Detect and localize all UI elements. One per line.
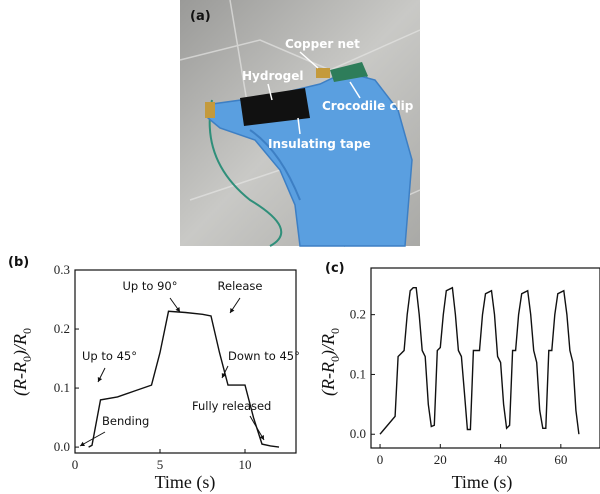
panel-label: (b) [8,255,29,270]
arrow-head [80,441,85,446]
photo-label: Crocodile clip [322,99,414,113]
clip [205,102,215,118]
photo-label: Hydrogel [242,69,303,83]
x-tick-label: 60 [554,452,567,467]
plot-frame [370,267,600,449]
y-axis-title-part: 0 [328,356,342,362]
annotation-arrow [79,431,106,447]
panel-label: (a) [190,9,211,24]
arrow-head [221,373,227,378]
annotation: Bending [102,414,149,428]
x-axis-title: Time (s) [452,472,513,493]
y-tick-label: 0.2 [350,307,366,322]
arrow-head [175,307,180,312]
x-tick-label: 0 [377,452,384,467]
y-axis-title: (R-R0)/R0 [318,328,342,396]
data-line [88,310,280,448]
y-axis-title-part: )/R [10,334,31,357]
arrow [267,83,273,101]
arrow-head [97,377,103,382]
y-axis-title-part: 0 [328,328,342,334]
y-tick-label: 0.2 [54,321,70,336]
photo: (a) Copper net Hydrogel Crocodile clip I… [179,0,421,247]
y-axis-title: (R-R0)/R0 [10,328,34,396]
annotation: Release [218,279,263,293]
tape [240,88,310,126]
copper-net [316,68,330,78]
photo-label: Copper net [285,37,360,51]
x-tick-label: 10 [239,457,252,472]
annotation: Up to 90° [123,279,178,293]
y-axis-title-part: (R-R [318,362,339,396]
x-tick-label: 40 [494,452,507,467]
arrow [349,81,361,99]
photo-label: Insulating tape [268,137,371,151]
crocodile-clip [330,62,368,82]
annotation: Fully released [192,399,271,413]
y-tick-label: 0.3 [54,262,70,277]
plot-frame [74,269,297,454]
arrow [297,117,301,135]
y-tick-label: 0.1 [54,380,70,395]
glove-fold [249,129,301,201]
data-line [379,286,580,435]
arrow [299,51,319,69]
wire [208,99,283,247]
y-axis-title-part: (R-R [10,362,31,396]
x-tick-label: 20 [434,452,447,467]
arrow-head [230,308,235,313]
x-axis-title: Time (s) [155,472,216,493]
annotation-arrow [249,415,265,441]
y-axis-title-part: 0 [20,356,34,362]
annotation: Up to 45° [82,349,137,363]
panel-label: (c) [325,261,345,276]
y-tick-label: 0.0 [350,426,366,441]
x-tick-label: 0 [72,457,79,472]
arrow-head [259,435,264,440]
y-axis-title-part: )/R [318,334,339,357]
y-tick-label: 0.1 [350,366,366,381]
y-tick-label: 0.0 [54,439,70,454]
annotation: Down to 45° [228,349,300,363]
y-axis-title-part: 0 [20,328,34,334]
x-tick-label: 5 [157,457,164,472]
